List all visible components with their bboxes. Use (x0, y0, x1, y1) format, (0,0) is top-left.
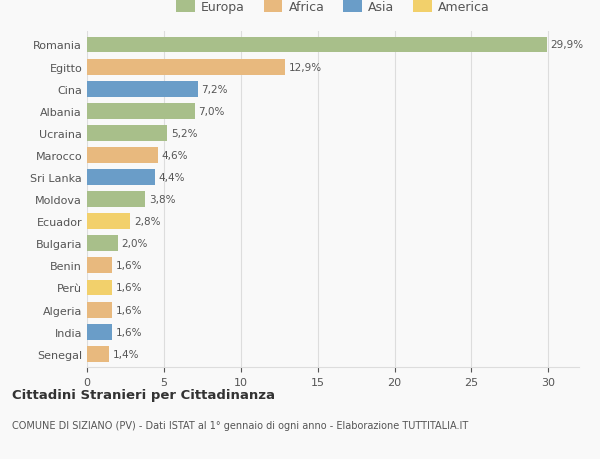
Text: 4,6%: 4,6% (161, 151, 188, 161)
Text: Cittadini Stranieri per Cittadinanza: Cittadini Stranieri per Cittadinanza (12, 388, 275, 401)
Text: 3,8%: 3,8% (149, 195, 176, 205)
Bar (87, 170, 155, 185)
Text: 1,6%: 1,6% (115, 327, 142, 337)
Bar (87, 38, 547, 53)
Text: 1,6%: 1,6% (115, 283, 142, 293)
Text: 7,2%: 7,2% (202, 84, 228, 95)
Bar (87, 346, 109, 362)
Bar (87, 104, 194, 119)
Bar (87, 126, 167, 141)
Text: 2,8%: 2,8% (134, 217, 160, 227)
Text: 29,9%: 29,9% (551, 40, 584, 50)
Bar (87, 302, 112, 318)
Bar (87, 148, 158, 163)
Text: 1,6%: 1,6% (115, 261, 142, 271)
Text: 12,9%: 12,9% (289, 62, 322, 73)
Bar (87, 60, 286, 75)
Bar (87, 236, 118, 252)
Bar (87, 280, 112, 296)
Text: 4,4%: 4,4% (158, 173, 185, 183)
Text: COMUNE DI SIZIANO (PV) - Dati ISTAT al 1° gennaio di ogni anno - Elaborazione TU: COMUNE DI SIZIANO (PV) - Dati ISTAT al 1… (12, 420, 468, 430)
Bar (87, 192, 145, 207)
Text: 1,4%: 1,4% (112, 349, 139, 359)
Bar (87, 258, 112, 274)
Bar (87, 324, 112, 340)
Bar (87, 82, 198, 97)
Legend: Europa, Africa, Asia, America: Europa, Africa, Asia, America (171, 0, 495, 19)
Text: 7,0%: 7,0% (199, 106, 225, 117)
Text: 2,0%: 2,0% (122, 239, 148, 249)
Text: 5,2%: 5,2% (171, 129, 197, 139)
Text: 1,6%: 1,6% (115, 305, 142, 315)
Bar (87, 214, 130, 230)
